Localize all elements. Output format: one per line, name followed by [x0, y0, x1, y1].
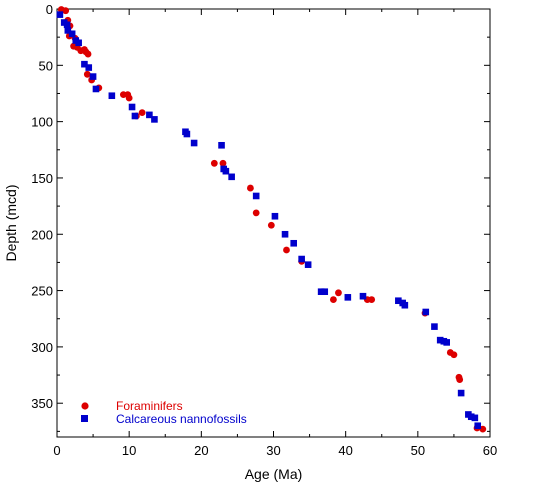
nannofossil-point — [252, 192, 260, 200]
legend-label-nannofossils: Calcareous nannofossils — [116, 412, 247, 426]
legend-label-foraminifers: Foraminifers — [116, 399, 183, 413]
nannofossil-point — [457, 389, 465, 397]
foraminifer-point — [210, 159, 218, 167]
nannofossil-point — [317, 288, 325, 296]
nannofossil-point — [467, 413, 475, 421]
legend-marker-nannofossils — [81, 415, 88, 422]
nannofossil-point — [290, 239, 298, 247]
nannofossil-point — [474, 422, 482, 430]
legend-marker-foraminifers — [81, 402, 89, 410]
x-tick-label: 0 — [53, 443, 60, 458]
nannofossil-point — [344, 294, 352, 301]
foraminifer-point — [219, 159, 227, 167]
y-tick-label: 100 — [31, 115, 53, 130]
x-tick-label: 10 — [122, 443, 136, 458]
foraminifer-point — [368, 296, 376, 303]
nannofossil-point — [218, 141, 225, 149]
foraminifer-point — [84, 50, 92, 58]
nannofossil-point — [298, 255, 305, 263]
nannofossil-point — [271, 212, 279, 220]
nannofossil-point — [92, 85, 100, 93]
nannofossil-point — [431, 323, 438, 330]
foraminifer-point — [335, 289, 342, 297]
x-tick-label: 30 — [266, 443, 280, 458]
nannofossil-point — [151, 116, 158, 123]
nannofossil-point — [131, 112, 139, 120]
nannofossil-point — [281, 230, 289, 238]
foraminifer-point — [329, 296, 337, 303]
y-tick-label: 300 — [31, 340, 53, 355]
x-tick-label: 20 — [194, 443, 208, 458]
x-axis-label: Age (Ma) — [245, 466, 303, 482]
nannofossil-point — [222, 167, 230, 175]
nannofossil-point — [146, 111, 153, 119]
nannofossil-point — [228, 173, 235, 181]
y-tick-label: 0 — [46, 2, 53, 17]
x-tick-label: 60 — [483, 443, 497, 458]
foraminifer-point — [62, 7, 70, 15]
foraminifer-point — [247, 184, 254, 192]
nannofossil-point — [89, 73, 97, 80]
foraminifer-point — [450, 351, 458, 359]
foraminifer-point — [456, 376, 464, 383]
y-tick-label: 250 — [31, 284, 53, 299]
foraminifer-point — [125, 94, 133, 102]
data-points — [56, 6, 487, 433]
nannofossil-point — [321, 288, 329, 296]
nannofossil-point — [68, 30, 76, 38]
y-axis-ticks: 0 50 100 150 200 250 300 350 — [31, 2, 490, 432]
foraminifer-point — [83, 70, 91, 78]
nannofossil-point — [108, 92, 116, 100]
nannofossil-point — [436, 336, 444, 344]
nannofossil-point — [304, 261, 312, 268]
nannofossil-point — [443, 339, 450, 346]
nannofossil-point — [56, 11, 64, 18]
nannofossil-point — [471, 414, 479, 422]
nannofossil-point — [359, 292, 367, 300]
foraminifer-point — [267, 221, 275, 229]
nannofossil-point — [401, 301, 409, 309]
x-tick-label: 40 — [338, 443, 352, 458]
nannofossil-point — [422, 308, 430, 316]
nannofossil-point — [81, 60, 88, 68]
nannofossil-point — [183, 130, 191, 138]
nannofossil-point — [128, 103, 136, 111]
y-tick-label: 350 — [31, 396, 53, 411]
x-tick-label: 50 — [411, 443, 425, 458]
y-tick-label: 200 — [31, 227, 53, 242]
x-axis-ticks: 0 10 20 30 40 50 60 — [53, 9, 497, 458]
y-axis-label: Depth (mcd) — [3, 184, 19, 261]
nannofossil-point — [75, 39, 82, 47]
nannofossil-point — [64, 27, 72, 34]
nannofossil-point — [395, 297, 402, 305]
y-tick-label: 150 — [31, 171, 53, 186]
foraminifer-point — [479, 425, 487, 433]
foraminifer-point — [252, 209, 260, 217]
legend: Foraminifers Calcareous nannofossils — [81, 399, 247, 426]
nannofossil-point — [85, 64, 93, 71]
nannofossil-point — [190, 139, 198, 147]
foraminifer-point — [283, 246, 290, 254]
foraminifer-point — [138, 109, 146, 117]
nannofossil-point — [63, 21, 71, 29]
y-tick-label: 50 — [39, 58, 53, 73]
